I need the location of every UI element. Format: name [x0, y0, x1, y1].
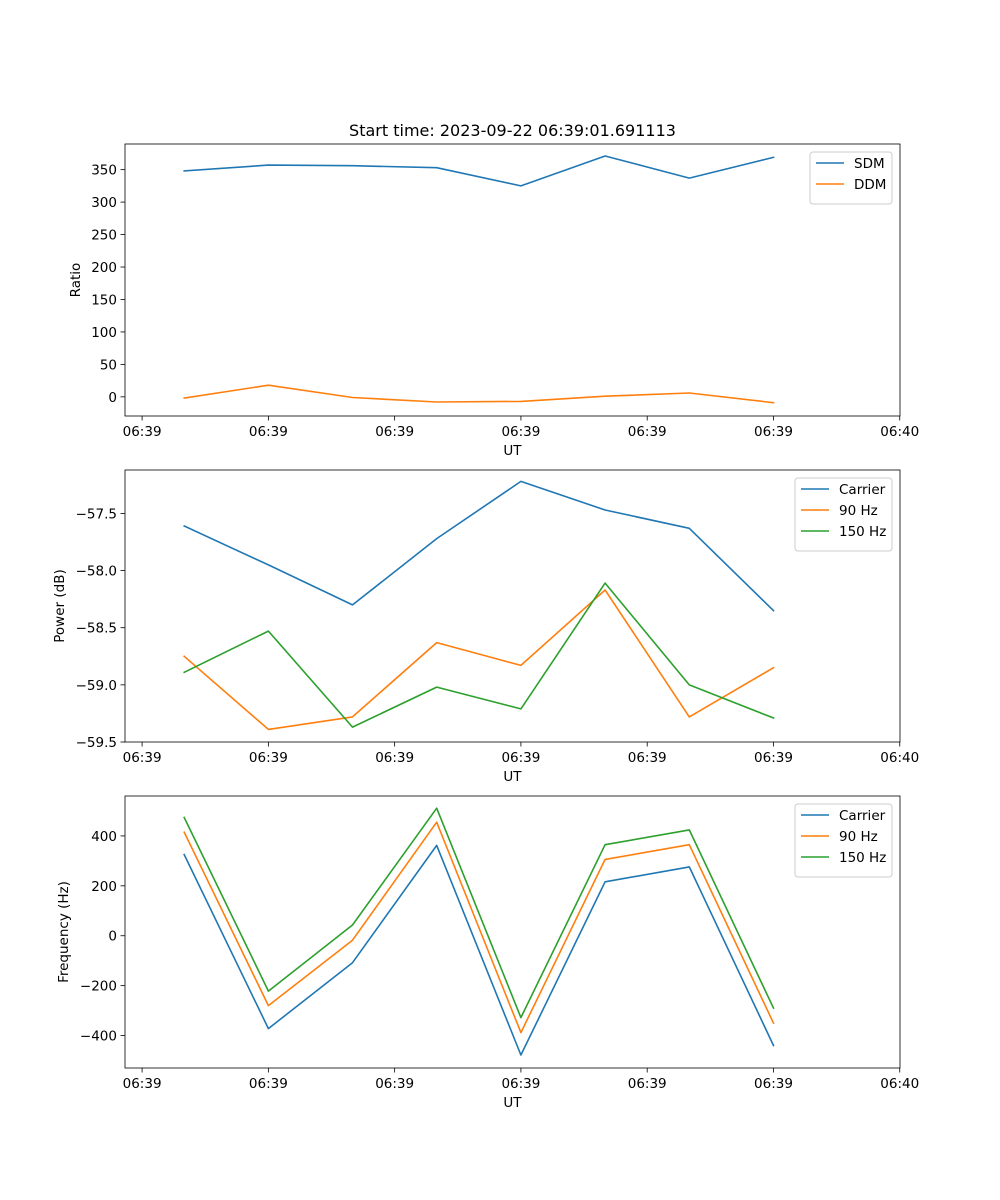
y-tick-label: −58.0 [76, 564, 117, 580]
y-tick-label: 350 [91, 163, 117, 179]
y-tick-label: 200 [91, 260, 117, 276]
x-tick-label: 06:39 [249, 750, 288, 766]
plot-frame [124, 469, 901, 743]
legend-label-carrier: Carrier [839, 482, 886, 498]
y-tick-label: 100 [91, 325, 117, 341]
y-tick-label: −59.5 [76, 735, 117, 751]
y-tick-label: 0 [108, 390, 117, 406]
x-tick-label: 06:40 [880, 1076, 919, 1092]
x-tick-label: 06:39 [501, 424, 540, 440]
x-tick-label: 06:39 [628, 750, 667, 766]
legend-box [794, 803, 893, 878]
x-tick-label: 06:39 [754, 750, 793, 766]
x-axis-label: UT [503, 443, 522, 459]
x-tick-label: 06:39 [123, 750, 162, 766]
x-tick-label: 06:40 [880, 750, 919, 766]
x-tick-label: 06:39 [628, 424, 667, 440]
x-tick-label: 06:39 [375, 424, 414, 440]
legend-label-150-hz: 150 Hz [839, 850, 886, 866]
y-tick-label: −400 [80, 1029, 117, 1045]
y-tick-label: −57.5 [76, 506, 117, 522]
chart-title: Start time: 2023-09-22 06:39:01.691113 [349, 121, 676, 140]
y-tick-label: 0 [108, 929, 117, 945]
y-tick-label: 250 [91, 228, 117, 244]
x-tick-label: 06:39 [375, 1076, 414, 1092]
series-line-150-hz [183, 582, 775, 728]
series-line-150-hz [183, 807, 775, 1019]
plot-frame [124, 795, 901, 1069]
x-axis-label: UT [503, 769, 522, 785]
x-tick-label: 06:39 [628, 1076, 667, 1092]
series-line-ddm [183, 384, 775, 404]
y-tick-label: 400 [91, 829, 117, 845]
x-tick-label: 06:39 [123, 424, 162, 440]
x-tick-label: 06:39 [501, 1076, 540, 1092]
legend-box [809, 151, 893, 205]
series-line-carrier [183, 844, 775, 1056]
power-panel: 06:39 06:39 06:39 06:39 06:39 06:39 06:40 −59.5… [52, 469, 919, 785]
y-axis-label: Frequency (Hz) [56, 881, 72, 983]
legend-box [794, 477, 893, 552]
y-axis-label: Ratio [68, 263, 84, 298]
y-tick-label: −200 [80, 979, 117, 995]
y-tick-label: −59.0 [76, 678, 117, 694]
x-tick-label: 06:39 [123, 1076, 162, 1092]
y-tick-label: 200 [91, 879, 117, 895]
x-tick-label: 06:39 [754, 1076, 793, 1092]
plot-frame [124, 143, 901, 417]
y-axis-label: Power (dB) [52, 569, 68, 642]
series-line-carrier [183, 480, 775, 612]
x-tick-label: 06:39 [249, 1076, 288, 1092]
y-tick-label: 150 [91, 292, 117, 308]
series-line-90-hz [183, 589, 775, 731]
x-tick-label: 06:39 [249, 424, 288, 440]
y-tick-label: 300 [91, 195, 117, 211]
legend-label-sdm: SDM [854, 156, 885, 172]
y-tick-label: 50 [100, 357, 117, 373]
ratio-panel: 06:39 06:39 06:39 06:39 06:39 06:39 06:40 0 50 10… [68, 143, 919, 459]
x-tick-label: 06:39 [375, 750, 414, 766]
series-line-sdm [183, 155, 775, 187]
x-tick-label: 06:39 [501, 750, 540, 766]
y-tick-label: −58.5 [76, 621, 117, 637]
legend-label-carrier: Carrier [839, 808, 886, 824]
legend-label-ddm: DDM [854, 177, 886, 193]
x-axis-label: UT [503, 1095, 522, 1111]
legend-label-150-hz: 150 Hz [839, 524, 886, 540]
x-tick-label: 06:39 [754, 424, 793, 440]
x-tick-label: 06:40 [880, 424, 919, 440]
series-line-90-hz [183, 821, 775, 1034]
frequency-panel: 06:39 06:39 06:39 06:39 06:39 06:39 06:40 −400 −… [56, 795, 919, 1111]
legend-label-90-hz: 90 Hz [839, 829, 878, 845]
legend-label-90-hz: 90 Hz [839, 503, 878, 519]
